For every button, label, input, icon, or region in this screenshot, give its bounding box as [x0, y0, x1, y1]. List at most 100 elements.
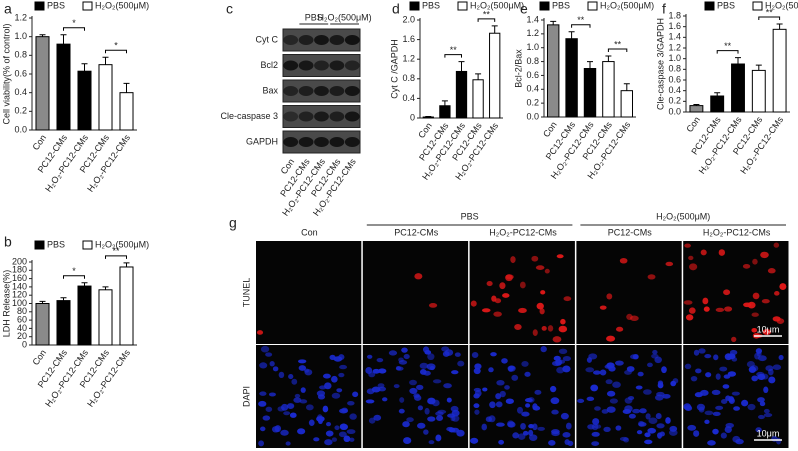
- significance-bracket: [758, 16, 781, 20]
- dapi-nucleus: [637, 371, 644, 377]
- dapi-nucleus: [338, 354, 345, 361]
- error-bar: [491, 25, 498, 34]
- dapi-nucleus: [470, 437, 479, 444]
- dapi-nucleus: [698, 406, 705, 413]
- dapi-nucleus: [409, 379, 417, 386]
- dapi-nucleus: [366, 354, 373, 359]
- legend-swatch: [82, 1, 93, 11]
- dapi-nucleus: [626, 366, 635, 372]
- dapi-nucleus: [763, 412, 773, 418]
- y-axis-label: Bcl-2/Bax: [513, 49, 523, 88]
- y-tick-label: 40: [17, 323, 27, 333]
- significance-label: **: [577, 15, 585, 25]
- dapi-nucleus: [614, 360, 624, 366]
- bar: [439, 105, 451, 119]
- legend-label: H₂O₂(500μM): [95, 239, 149, 249]
- error-bar: [81, 282, 88, 287]
- dapi-nucleus: [443, 383, 452, 389]
- dapi-nucleus: [435, 434, 442, 442]
- dapi-nucleus: [504, 385, 510, 390]
- dapi-nucleus: [322, 405, 329, 413]
- tunel-nucleus: [619, 257, 628, 264]
- dapi-nucleus: [694, 392, 703, 398]
- dapi-nucleus: [393, 384, 400, 389]
- bar: [98, 64, 113, 131]
- blot-band: [344, 137, 360, 147]
- dapi-nucleus: [704, 410, 714, 416]
- y-tick-label: 200: [12, 256, 27, 266]
- tunel-nucleus: [703, 306, 710, 312]
- dapi-nucleus: [260, 345, 270, 353]
- dapi-nucleus: [288, 373, 294, 380]
- error-bar: [60, 34, 67, 45]
- dapi-nucleus: [372, 368, 381, 374]
- dapi-nucleus: [586, 396, 595, 401]
- significance-bracket: [444, 54, 462, 58]
- dapi-nucleus: [759, 401, 766, 407]
- dapi-nucleus: [346, 429, 356, 435]
- dapi-nucleus: [409, 387, 418, 395]
- micrograph: [683, 241, 789, 344]
- dapi-nucleus: [406, 417, 414, 423]
- dapi-nucleus: [499, 390, 506, 398]
- dapi-nucleus: [763, 408, 770, 414]
- dapi-nucleus: [690, 375, 698, 382]
- dapi-nucleus: [521, 411, 530, 417]
- dapi-nucleus: [326, 421, 332, 427]
- dapi-nucleus: [757, 355, 767, 362]
- y-tick-label: 0.0: [668, 106, 681, 116]
- dapi-nucleus: [550, 397, 560, 405]
- dapi-nucleus: [705, 372, 712, 378]
- dapi-nucleus: [747, 403, 756, 411]
- blot-band: [314, 111, 329, 122]
- dapi-nucleus: [720, 432, 727, 439]
- tunel-nucleus: [547, 325, 554, 332]
- dapi-nucleus: [507, 365, 516, 372]
- legend-label: PBS: [47, 0, 65, 10]
- tunel-nucleus: [502, 293, 510, 298]
- bar: [689, 105, 704, 113]
- dapi-nucleus: [585, 367, 595, 373]
- y-tick-label: 0.6: [668, 74, 681, 84]
- tunel-nucleus: [688, 307, 696, 314]
- column-label: Con: [301, 227, 318, 237]
- dapi-nucleus: [524, 371, 531, 377]
- dapi-nucleus: [401, 347, 408, 353]
- y-tick-label: 0: [410, 112, 415, 122]
- x-tick-label: Con: [30, 133, 48, 152]
- dapi-nucleus: [659, 431, 665, 437]
- dapi-nucleus: [382, 397, 388, 402]
- dapi-nucleus: [427, 397, 436, 405]
- dapi-nucleus: [347, 400, 355, 406]
- y-tick-label: 0.8: [668, 64, 681, 74]
- dapi-nucleus: [490, 352, 497, 357]
- dapi-nucleus: [632, 408, 641, 414]
- dapi-nucleus: [599, 369, 607, 376]
- dapi-nucleus: [298, 359, 307, 364]
- significance-label: **: [724, 41, 732, 51]
- legend-label: H₂O₂(500μM): [600, 0, 654, 10]
- blot-band: [283, 137, 299, 147]
- error-bar: [441, 100, 448, 106]
- dapi-nucleus: [313, 437, 320, 442]
- protein-label: GAPDH: [246, 136, 278, 146]
- dapi-nucleus: [565, 422, 572, 430]
- dapi-nucleus: [269, 360, 275, 367]
- dapi-nucleus: [591, 423, 599, 431]
- bar: [751, 69, 766, 113]
- tunel-nucleus: [689, 263, 698, 271]
- column-label: PC12-CMs: [608, 227, 653, 237]
- dapi-nucleus: [331, 437, 338, 442]
- dapi-nucleus: [605, 379, 613, 385]
- panel-letter: f: [662, 1, 666, 17]
- dapi-nucleus: [373, 414, 382, 421]
- dapi-nucleus: [376, 358, 384, 363]
- blot-band: [329, 35, 345, 45]
- significance-label: **: [450, 45, 458, 55]
- significance-bracket: [63, 27, 85, 31]
- blot-band: [298, 60, 314, 71]
- bar: [583, 68, 597, 118]
- tunel-nucleus: [762, 328, 772, 335]
- dapi-nucleus: [428, 440, 435, 445]
- significance-bracket: [105, 255, 127, 259]
